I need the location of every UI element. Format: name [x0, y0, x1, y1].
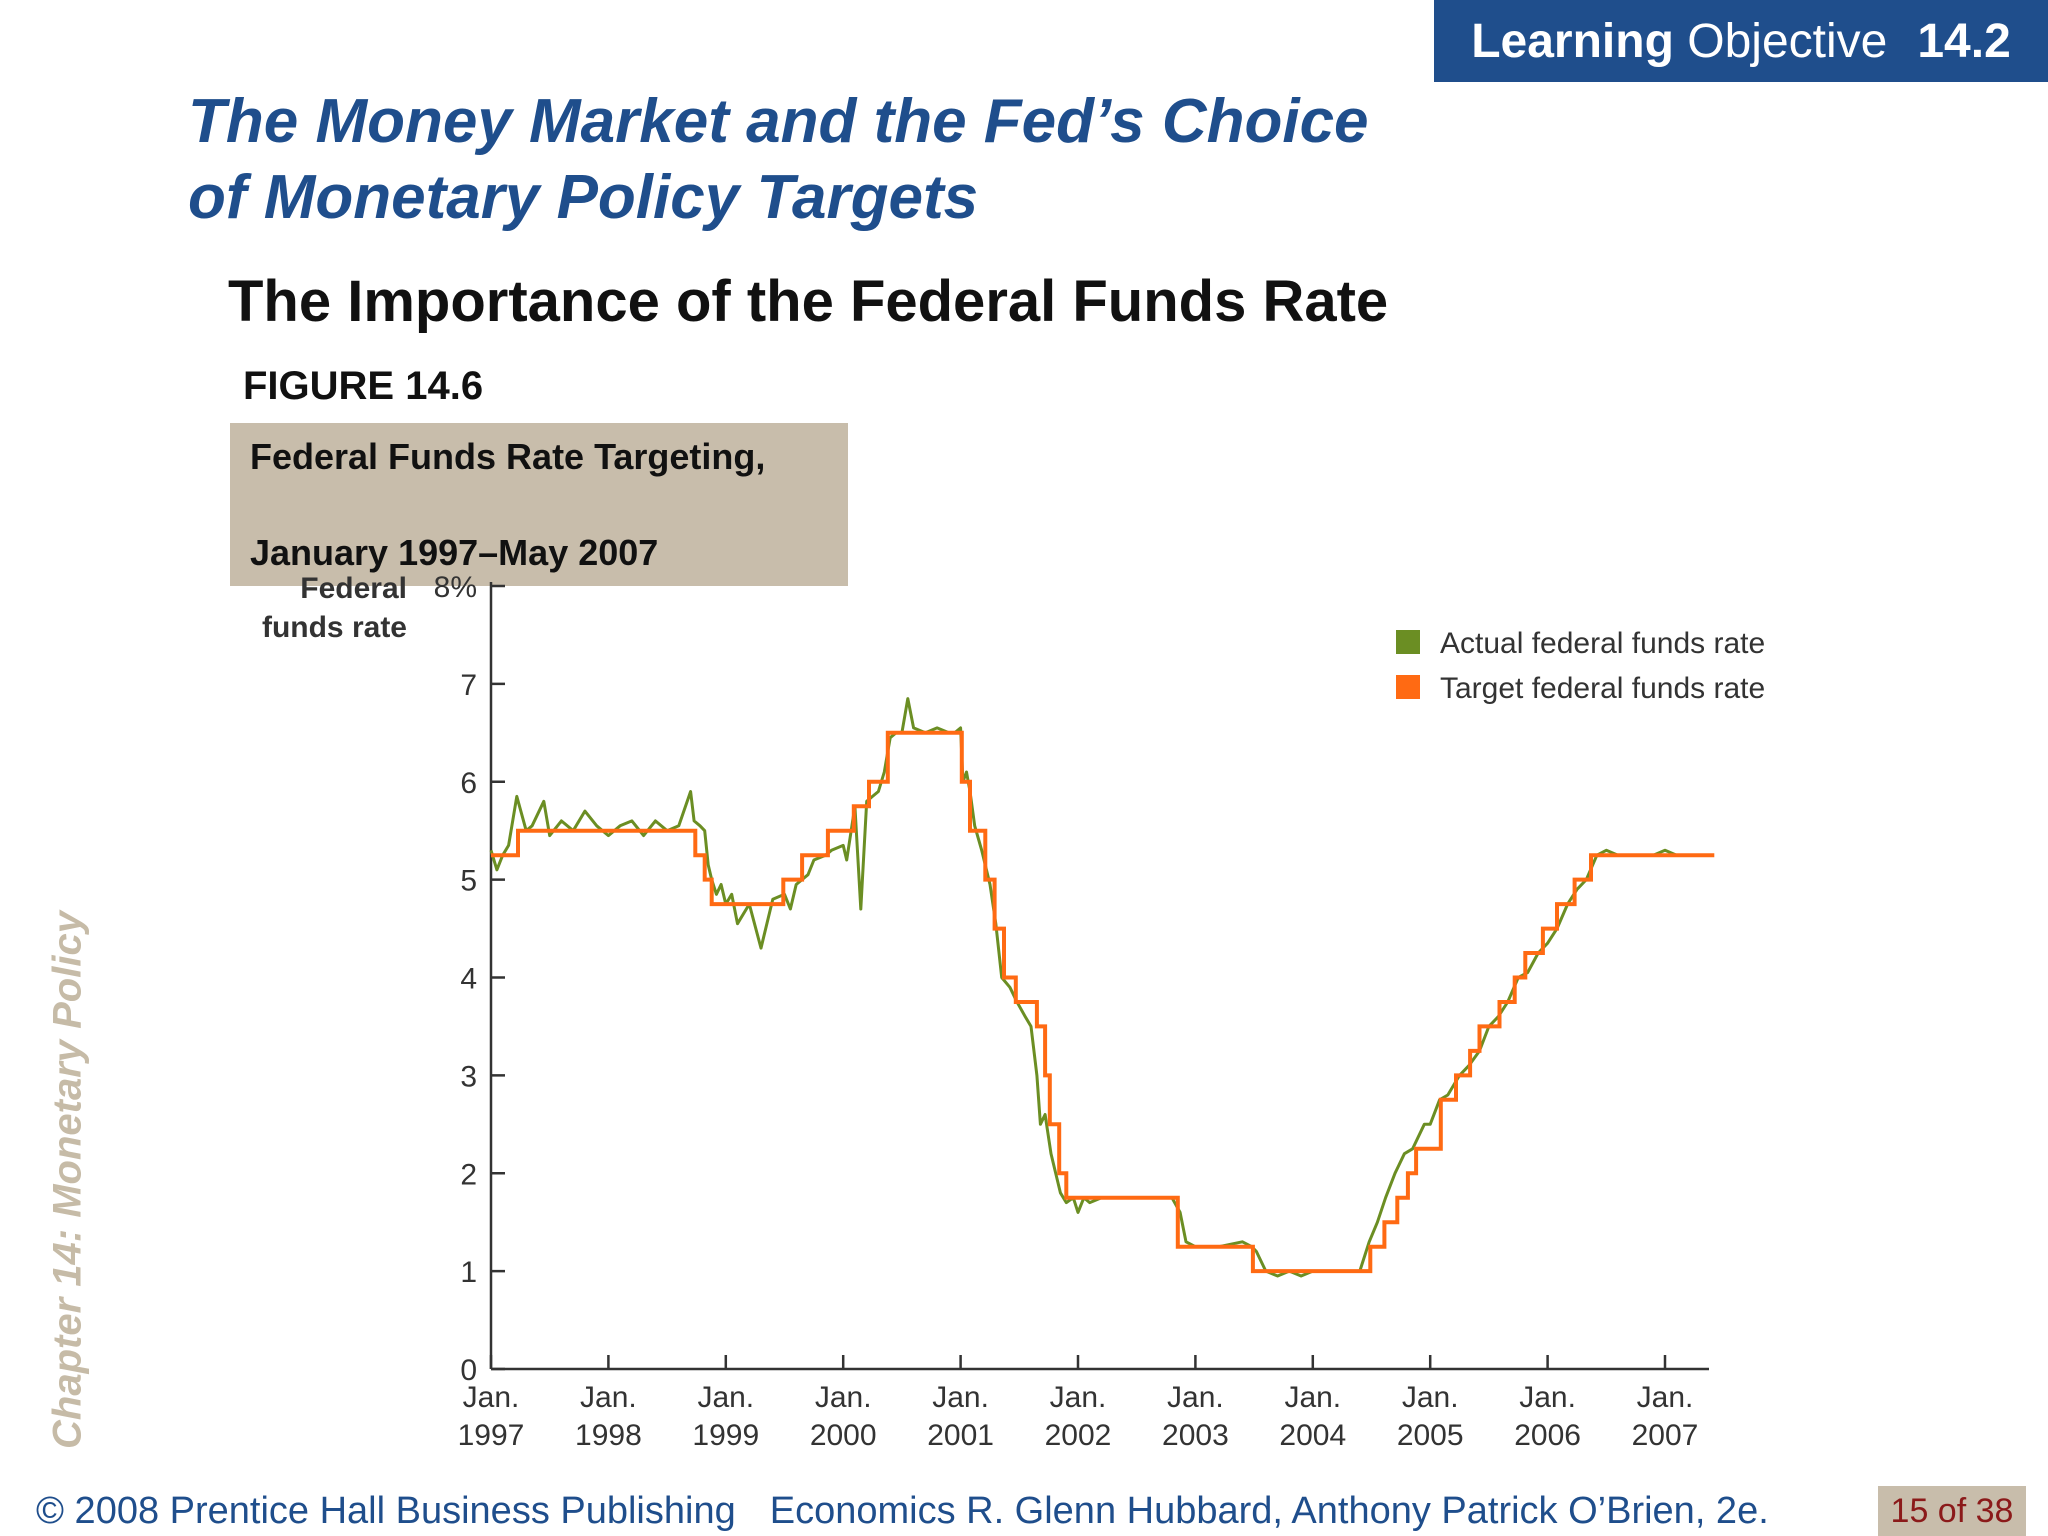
- figure-label: FIGURE 14.6: [243, 364, 484, 408]
- x-tick-label: Jan.: [580, 1381, 637, 1414]
- legend-label-target: Target federal funds rate: [1440, 672, 1765, 705]
- series-line-actual: [489, 697, 1712, 1278]
- y-tick-label: 1: [460, 1256, 477, 1289]
- legend-swatch-actual: [1396, 630, 1420, 654]
- slide-title-line2: of Monetary Policy Targets: [188, 163, 979, 232]
- x-tick-label: 1999: [692, 1419, 759, 1452]
- slide-subtitle: The Importance of the Federal Funds Rate: [228, 269, 1389, 334]
- y-tick-label: 7: [460, 669, 477, 702]
- x-tick-label: 2004: [1279, 1419, 1346, 1452]
- legend-swatch-target: [1396, 675, 1420, 699]
- y-tick-label: 4: [460, 963, 477, 996]
- y-tick-label: 8%: [434, 571, 477, 604]
- x-tick-label: 1998: [575, 1419, 642, 1452]
- learning-objective-badge: Learning Objective 14.2: [1434, 0, 2048, 82]
- y-axis-label: Federal: [300, 572, 407, 605]
- x-tick-label: Jan.: [815, 1381, 872, 1414]
- y-tick-label: 2: [460, 1158, 477, 1191]
- y-axis-label: funds rate: [262, 611, 407, 644]
- x-tick-label: Jan.: [1050, 1381, 1107, 1414]
- series-line-target: [491, 730, 1715, 1274]
- footer-credit: © 2008 Prentice Hall Business Publishing…: [36, 1490, 1769, 1533]
- x-tick-label: Jan.: [1167, 1381, 1224, 1414]
- x-tick-label: Jan.: [932, 1381, 989, 1414]
- x-tick-label: 1997: [458, 1419, 525, 1452]
- x-tick-label: 2005: [1397, 1419, 1464, 1452]
- slide-title: The Money Market and the Fed’s Choice of…: [188, 84, 1488, 236]
- page-number: 15 of 38: [1878, 1486, 2026, 1536]
- x-tick-label: Jan.: [697, 1381, 754, 1414]
- y-tick-label: 5: [460, 865, 477, 898]
- y-tick-label: 3: [460, 1060, 477, 1093]
- figure-caption-box: [230, 423, 848, 586]
- x-tick-label: Jan.: [1519, 1381, 1576, 1414]
- x-tick-label: 2000: [810, 1419, 877, 1452]
- x-tick-label: Jan.: [1402, 1381, 1459, 1414]
- x-tick-label: 2002: [1045, 1419, 1112, 1452]
- lo-strong: Learning: [1471, 14, 1674, 68]
- x-tick-label: 2006: [1514, 1419, 1581, 1452]
- x-tick-label: Jan.: [463, 1381, 520, 1414]
- footer-book: Economics R. Glenn Hubbard, Anthony Patr…: [769, 1490, 1769, 1532]
- x-tick-label: 2001: [927, 1419, 994, 1452]
- x-tick-label: 2007: [1632, 1419, 1699, 1452]
- y-tick-label: 6: [460, 767, 477, 800]
- chapter-side-label: Chapter 14: Monetary Policy: [45, 911, 90, 1449]
- x-tick-label: 2003: [1162, 1419, 1229, 1452]
- slide-title-line1: The Money Market and the Fed’s Choice: [188, 87, 1369, 156]
- y-tick-label: 0: [460, 1354, 477, 1387]
- lo-number: 14.2: [1917, 14, 2011, 68]
- x-tick-label: Jan.: [1284, 1381, 1341, 1414]
- lo-rest: Objective: [1687, 14, 1888, 68]
- footer-copyright: © 2008 Prentice Hall Business Publishing: [36, 1490, 736, 1532]
- legend-label-actual: Actual federal funds rate: [1440, 627, 1765, 660]
- figure-caption-title: Federal Funds Rate Targeting,: [250, 436, 766, 477]
- x-tick-label: Jan.: [1637, 1381, 1694, 1414]
- figure-caption-subtitle: January 1997–May 2007: [250, 532, 659, 573]
